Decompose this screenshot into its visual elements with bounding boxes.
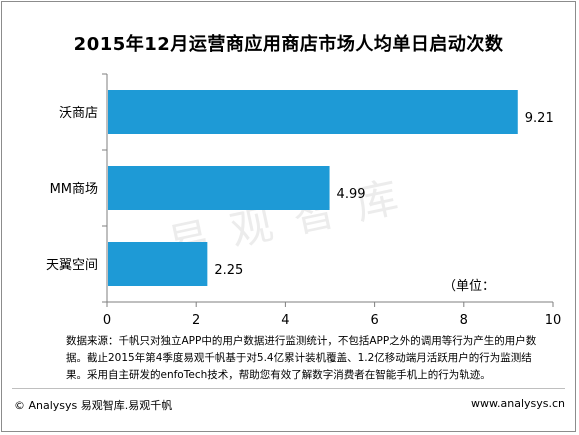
x-tick-label: 8 bbox=[460, 313, 468, 328]
category-label: 天翼空间 bbox=[46, 258, 98, 273]
bar bbox=[108, 90, 518, 134]
data-label: 4.99 bbox=[337, 187, 366, 202]
data-label: 9.21 bbox=[525, 111, 554, 126]
category-label: 沃商店 bbox=[59, 106, 98, 121]
footer-divider bbox=[12, 388, 565, 389]
x-tick-label: 2 bbox=[192, 313, 200, 328]
bar bbox=[108, 166, 330, 210]
bar bbox=[108, 242, 208, 286]
footer-website: www.analysys.cn bbox=[471, 397, 565, 410]
x-tick-label: 6 bbox=[370, 313, 378, 328]
source-note: 数据来源：千帆只对独立APP中的用户数据进行监测统计，不包括APP之外的调用等行… bbox=[66, 335, 537, 381]
unit-label: （单位： bbox=[443, 279, 496, 294]
x-tick-label: 10 bbox=[545, 313, 562, 328]
footer-copyright: © Analysys 易观智库.易观千帆 bbox=[14, 399, 173, 412]
x-tick-label: 4 bbox=[281, 313, 289, 328]
chart-title: 2015年12月运营商应用商店市场人均单日启动次数 bbox=[73, 34, 504, 55]
x-tick-label: 0 bbox=[103, 313, 111, 328]
category-label: MM商场 bbox=[50, 182, 98, 197]
data-label: 2.25 bbox=[214, 263, 243, 278]
